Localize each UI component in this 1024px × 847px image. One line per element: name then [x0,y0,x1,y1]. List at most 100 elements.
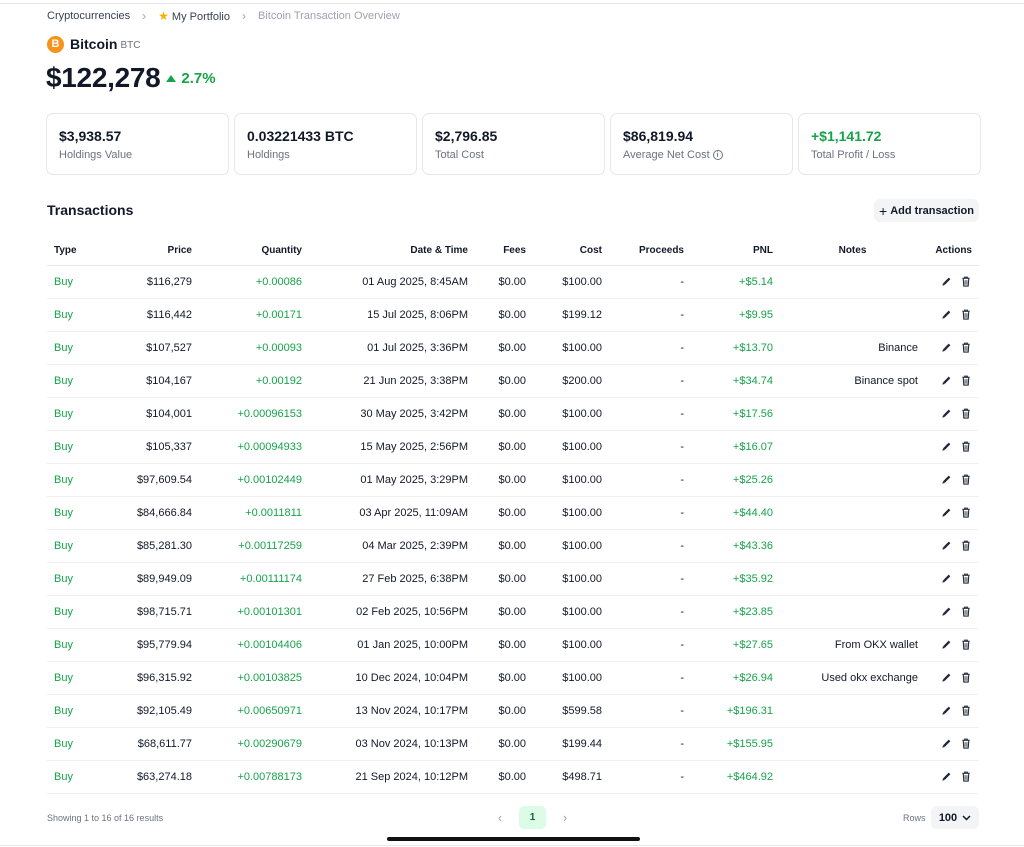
previous-page-button[interactable]: ‹ [497,810,503,825]
trash-icon[interactable] [960,342,972,354]
transaction-actions [925,265,979,299]
trash-icon[interactable] [960,606,972,618]
pencil-icon[interactable] [940,408,952,420]
trash-icon[interactable] [960,639,972,651]
transaction-price: $96,315.92 [107,661,199,695]
stat-card-total-cost: $2,796.85 Total Cost [422,113,605,175]
transaction-cost: $100.00 [533,397,609,431]
trash-icon[interactable] [960,309,972,321]
row-actions [932,771,972,783]
transaction-cost: $100.00 [533,265,609,299]
transaction-date: 15 May 2025, 2:56PM [309,430,475,464]
pencil-icon[interactable] [940,573,952,585]
trash-icon[interactable] [960,276,972,288]
trash-icon[interactable] [960,705,972,717]
column-header-cost[interactable]: Cost [533,236,609,266]
pencil-icon[interactable] [940,606,952,618]
pencil-icon[interactable] [940,342,952,354]
coin-price: $122,278 [46,62,161,93]
transaction-fees: $0.00 [475,529,533,563]
rows-per-page-select[interactable]: 100 [931,806,979,829]
column-header-date[interactable]: Date & Time [309,236,475,266]
transaction-quantity: +0.00102449 [199,463,309,497]
transaction-quantity: +0.00171 [199,298,309,332]
next-page-button[interactable]: › [562,810,568,825]
transaction-proceeds: - [609,562,691,596]
column-header-quantity[interactable]: Quantity [199,236,309,266]
pencil-icon[interactable] [940,375,952,387]
column-header-type[interactable]: Type [47,236,107,266]
transaction-proceeds: - [609,397,691,431]
column-header-price[interactable]: Price [107,236,199,266]
page-button-current[interactable]: 1 [519,806,546,829]
transaction-fees: $0.00 [475,496,533,530]
trash-icon[interactable] [960,672,972,684]
pencil-icon[interactable] [940,540,952,552]
transaction-type: Buy [47,529,107,563]
pencil-icon[interactable] [940,672,952,684]
pencil-icon[interactable] [940,639,952,651]
stat-card-holdings-value: $3,938.57 Holdings Value [46,113,229,175]
transaction-type: Buy [47,430,107,464]
table-row: Buy $96,315.92 +0.00103825 10 Dec 2024, 10:… [47,661,979,695]
home-indicator [387,837,640,841]
pencil-icon[interactable] [940,276,952,288]
transaction-notes [780,463,925,497]
info-icon[interactable]: i [712,150,723,160]
transaction-cost: $100.00 [533,628,609,662]
transaction-price: $95,779.94 [107,628,199,662]
transaction-cost: $200.00 [533,364,609,398]
transaction-fees: $0.00 [475,760,533,794]
coin-header: B Bitcoin BTC [47,35,140,53]
pencil-icon[interactable] [940,771,952,783]
column-header-proceeds[interactable]: Proceeds [609,236,691,266]
trash-icon[interactable] [960,573,972,585]
trash-icon[interactable] [960,507,972,519]
column-header-pnl[interactable]: PNL [691,236,780,266]
trash-icon[interactable] [960,441,972,453]
transaction-actions [925,331,979,365]
trash-icon[interactable] [960,474,972,486]
triangle-up-icon [166,74,177,82]
pencil-icon[interactable] [940,309,952,321]
transaction-price: $98,715.71 [107,595,199,629]
transaction-pnl: +$16.07 [691,430,780,464]
transaction-fees: $0.00 [475,331,533,365]
transaction-date: 03 Apr 2025, 11:09AM [309,496,475,530]
pencil-icon[interactable] [940,441,952,453]
transaction-cost: $100.00 [533,562,609,596]
pencil-icon[interactable] [940,474,952,486]
star-icon: ★ [158,9,169,23]
transaction-proceeds: - [609,727,691,761]
transaction-price: $104,001 [107,397,199,431]
transaction-actions [925,628,979,662]
trash-icon[interactable] [960,540,972,552]
table-row: Buy $116,279 +0.00086 01 Aug 2025, 8:45AM $0… [47,265,979,299]
pencil-icon[interactable] [940,507,952,519]
stat-label: Total Cost [435,149,484,161]
transaction-actions [925,595,979,629]
stat-value: $2,796.85 [435,128,498,144]
transaction-type: Buy [47,628,107,662]
column-header-fees[interactable]: Fees [475,236,533,266]
transaction-notes [780,430,925,464]
add-transaction-button[interactable]: + Add transaction [874,199,979,222]
breadcrumb-my-portfolio[interactable]: ★ My Portfolio [158,9,230,23]
row-actions [932,573,972,585]
trash-icon[interactable] [960,408,972,420]
pencil-icon[interactable] [940,705,952,717]
trash-icon[interactable] [960,771,972,783]
trash-icon[interactable] [960,738,972,750]
breadcrumb-cryptocurrencies[interactable]: Cryptocurrencies [47,10,131,22]
row-actions [932,606,972,618]
trash-icon[interactable] [960,375,972,387]
pencil-icon[interactable] [940,738,952,750]
transaction-notes [780,529,925,563]
transaction-pnl: +$17.56 [691,397,780,431]
coin-name: Bitcoin [70,36,118,52]
column-header-actions: Actions [925,236,979,266]
table-row: Buy $98,715.71 +0.00101301 02 Feb 2025, 10:… [47,595,979,629]
transaction-type: Buy [47,463,107,497]
transaction-fees: $0.00 [475,397,533,431]
transaction-notes [780,562,925,596]
